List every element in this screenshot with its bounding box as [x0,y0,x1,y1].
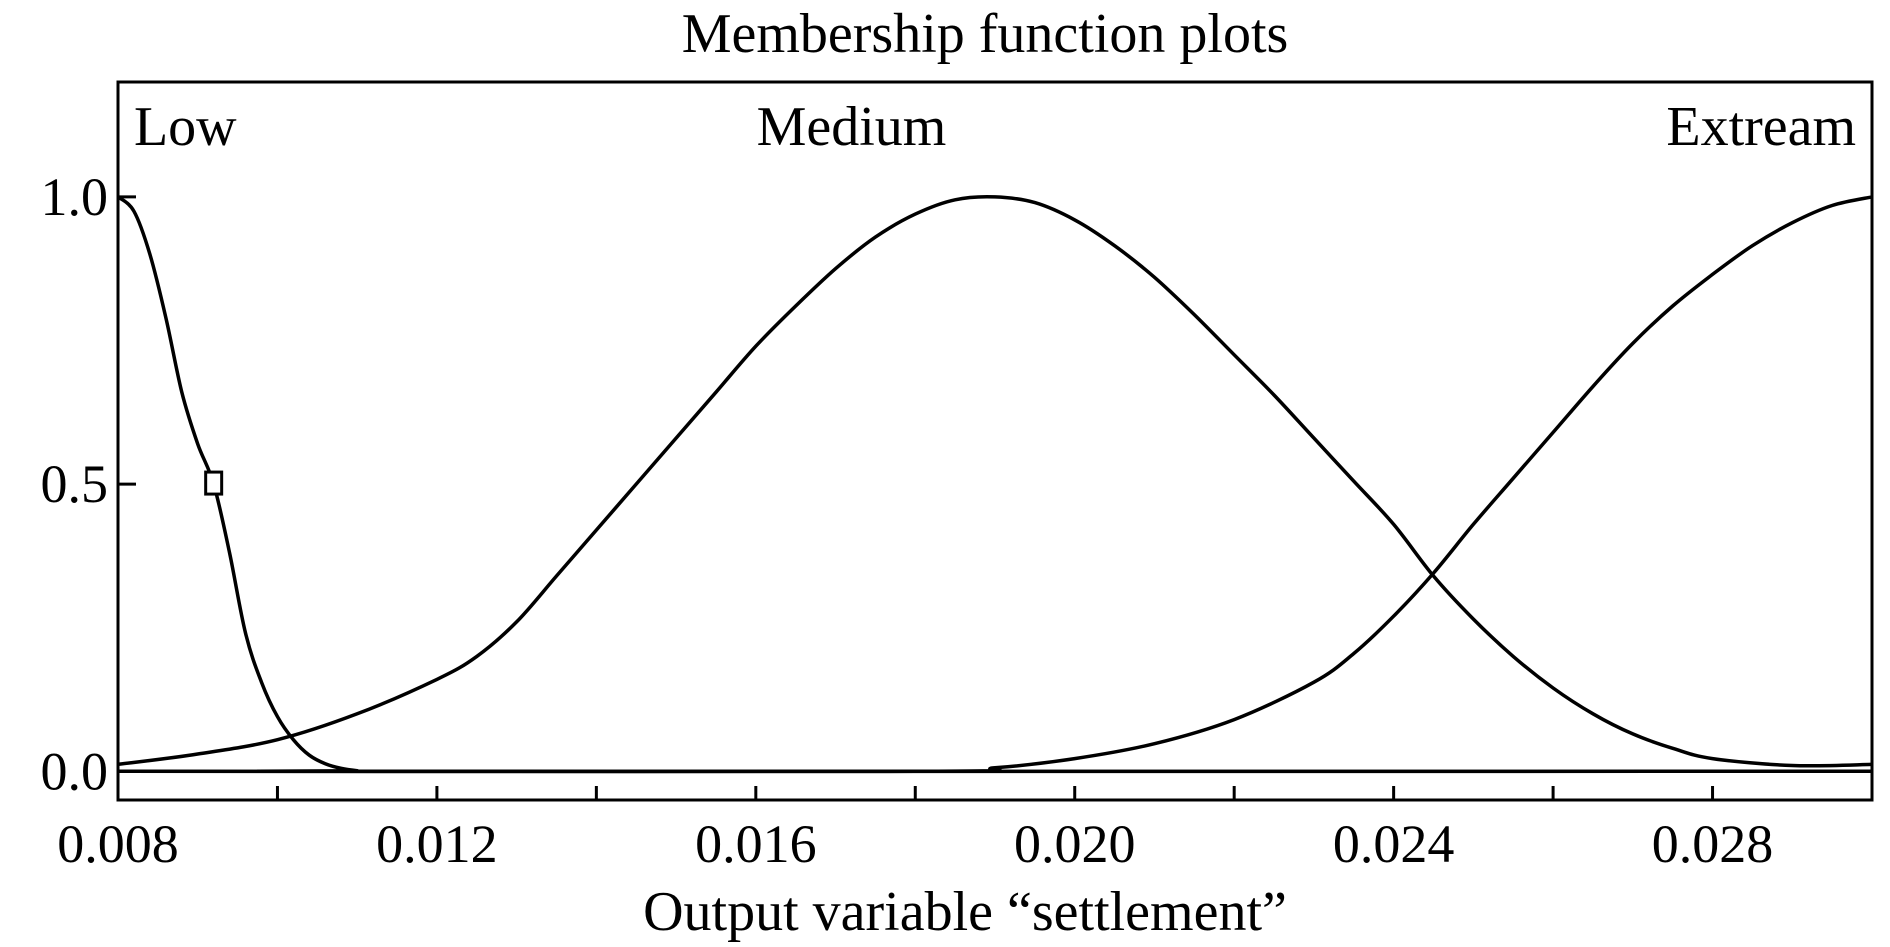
y-tick-label-2: 1.0 [41,167,109,227]
x-tick-label-8: 0.024 [1333,814,1455,874]
x-tick-label-10: 0.028 [1652,814,1774,874]
selection-marker [204,470,224,496]
plot-area: Low Medium Extream [116,80,1874,802]
y-tick-label-0: 0.0 [41,741,109,801]
label-extream: Extream [1666,96,1856,158]
x-axis-label: Output variable “settlement” [643,881,1287,943]
x-axis: 0.008 0.012 0.016 0.020 0.024 0.028 [57,786,1773,874]
x-tick-label-0: 0.008 [57,814,179,874]
y-axis: 0.0 0.5 1.0 [41,167,136,801]
curve-medium [117,194,1873,768]
chart-title: Membership function plots [682,3,1289,65]
y-tick-label-1: 0.5 [41,454,109,514]
membership-curves [116,194,1873,774]
x-tick-label-4: 0.016 [695,814,817,874]
label-medium: Medium [757,96,947,158]
label-low: Low [134,96,237,158]
membership-labels: Low Medium Extream [134,96,1856,158]
x-tick-label-6: 0.020 [1014,814,1136,874]
x-tick-label-2: 0.012 [376,814,498,874]
curve-extream [117,195,1873,774]
marker-group [204,470,224,496]
curve-low [116,195,1873,774]
plot-frame [116,80,1874,802]
